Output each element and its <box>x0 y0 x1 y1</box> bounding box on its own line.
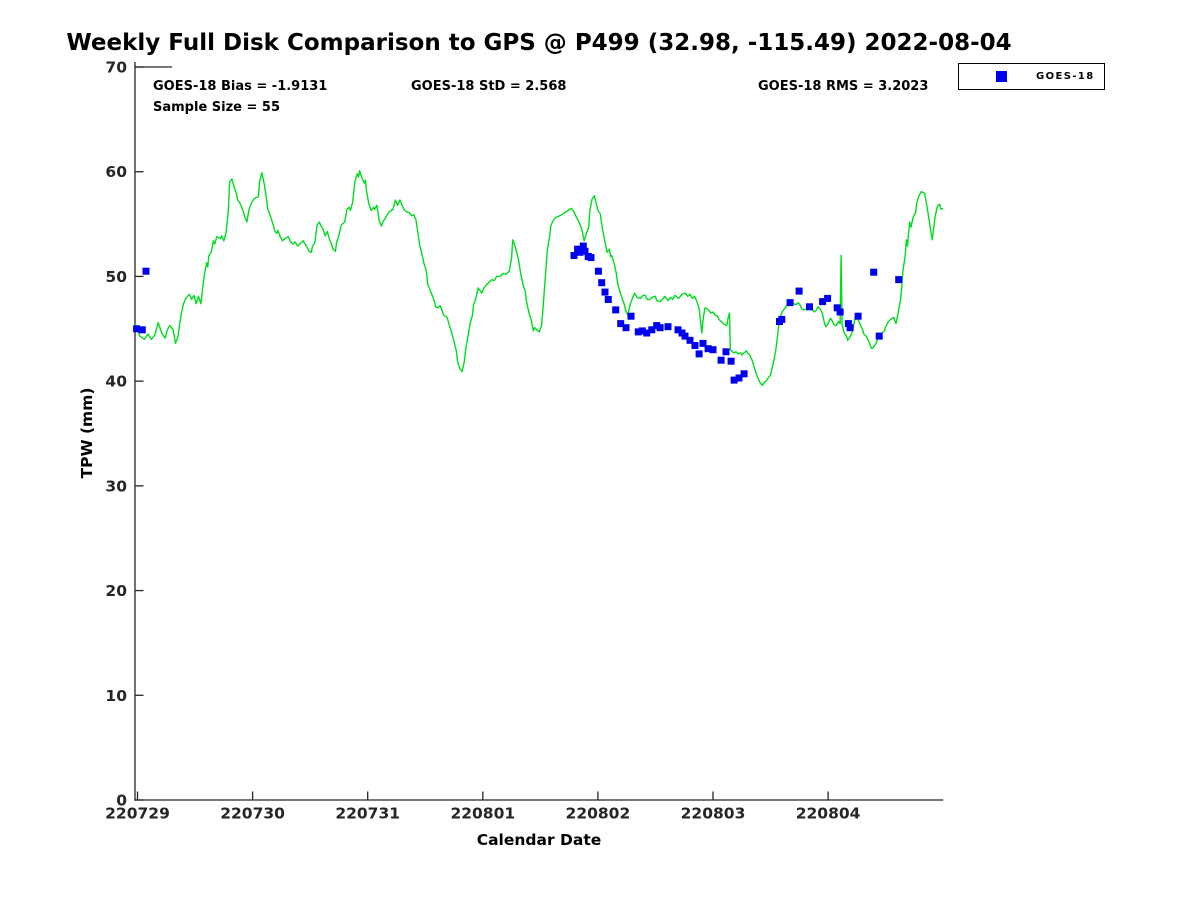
goes18-point <box>681 332 689 340</box>
goes18-point <box>142 267 150 275</box>
goes18-point <box>717 356 725 364</box>
goes18-point <box>570 252 578 259</box>
goes18-point <box>664 323 672 331</box>
y-tick-label: 70 <box>105 59 127 77</box>
goes18-point <box>875 332 883 340</box>
gps-line <box>134 169 944 386</box>
x-tick-label: 220802 <box>566 805 631 823</box>
chart-title: Weekly Full Disk Comparison to GPS @ P49… <box>66 30 1012 56</box>
goes18-point <box>648 326 656 334</box>
goes18-point <box>740 370 748 378</box>
goes18-point <box>587 254 595 262</box>
x-tick-label: 220731 <box>335 805 400 823</box>
goes18-point <box>806 303 813 311</box>
goes18-point <box>699 339 707 347</box>
goes18-point <box>612 306 620 314</box>
y-tick-label: 50 <box>105 268 127 286</box>
stat-bias: GOES-18 Bias = -1.9131 <box>153 79 328 94</box>
goes18-point <box>601 288 609 296</box>
goes18-point <box>730 376 738 384</box>
legend: GOES-18 <box>958 63 1105 90</box>
goes18-point <box>727 357 735 365</box>
goes18-point <box>795 287 803 295</box>
goes18-point <box>656 324 664 332</box>
goes18-point <box>819 298 827 306</box>
goes18-point <box>833 304 841 312</box>
goes18-point <box>604 296 612 303</box>
stat-std: GOES-18 StD = 2.568 <box>411 79 567 94</box>
goes18-point <box>643 329 651 337</box>
goes18-point <box>674 326 682 334</box>
stat-rms: GOES-18 RMS = 3.2023 <box>758 79 929 94</box>
goes18-point <box>735 374 743 382</box>
goes18-point <box>622 324 630 332</box>
goes18-point <box>895 276 903 284</box>
goes18-point <box>722 348 730 356</box>
y-tick-label: 60 <box>105 163 127 181</box>
goes18-point <box>824 294 832 302</box>
goes18-point <box>870 268 878 276</box>
goes18-point <box>786 299 794 307</box>
goes18-point <box>778 315 786 323</box>
goes18-point <box>617 320 625 328</box>
x-tick-label: 220730 <box>220 805 285 823</box>
legend-label: GOES-18 <box>1036 71 1095 82</box>
y-axis-label: TPW (mm) <box>78 387 96 479</box>
x-tick-label: 220804 <box>796 805 861 823</box>
goes18-point <box>695 350 703 358</box>
x-tick-label: 220729 <box>105 805 170 823</box>
goes18-point <box>709 346 717 354</box>
goes18-point <box>638 327 646 335</box>
y-tick-label: 0 <box>116 792 127 810</box>
goes18-point <box>579 242 587 250</box>
x-axis-label: Calendar Date <box>476 831 602 849</box>
goes18-point <box>691 342 699 349</box>
goes18-point <box>836 308 844 316</box>
goes18-point <box>846 324 854 332</box>
goes18-point <box>138 326 146 334</box>
goes18-point <box>844 320 852 328</box>
goes18-point <box>576 248 584 256</box>
goes18-point <box>686 336 694 344</box>
legend-marker-square <box>996 71 1007 82</box>
y-tick-label: 40 <box>105 373 127 391</box>
y-tick-label: 30 <box>105 477 127 495</box>
x-tick-label: 220801 <box>450 805 515 823</box>
goes18-point <box>133 325 141 333</box>
y-tick-label: 20 <box>105 582 127 600</box>
goes18-point <box>627 312 635 320</box>
goes18-point <box>594 267 602 275</box>
stat-sample-size: Sample Size = 55 <box>153 100 281 115</box>
goes18-point <box>581 247 589 255</box>
x-tick-label: 220803 <box>681 805 746 823</box>
goes18-point <box>704 345 712 353</box>
goes18-point <box>634 328 642 336</box>
goes18-point <box>598 279 606 287</box>
goes18-point <box>854 312 862 320</box>
y-tick-label: 10 <box>105 687 127 705</box>
